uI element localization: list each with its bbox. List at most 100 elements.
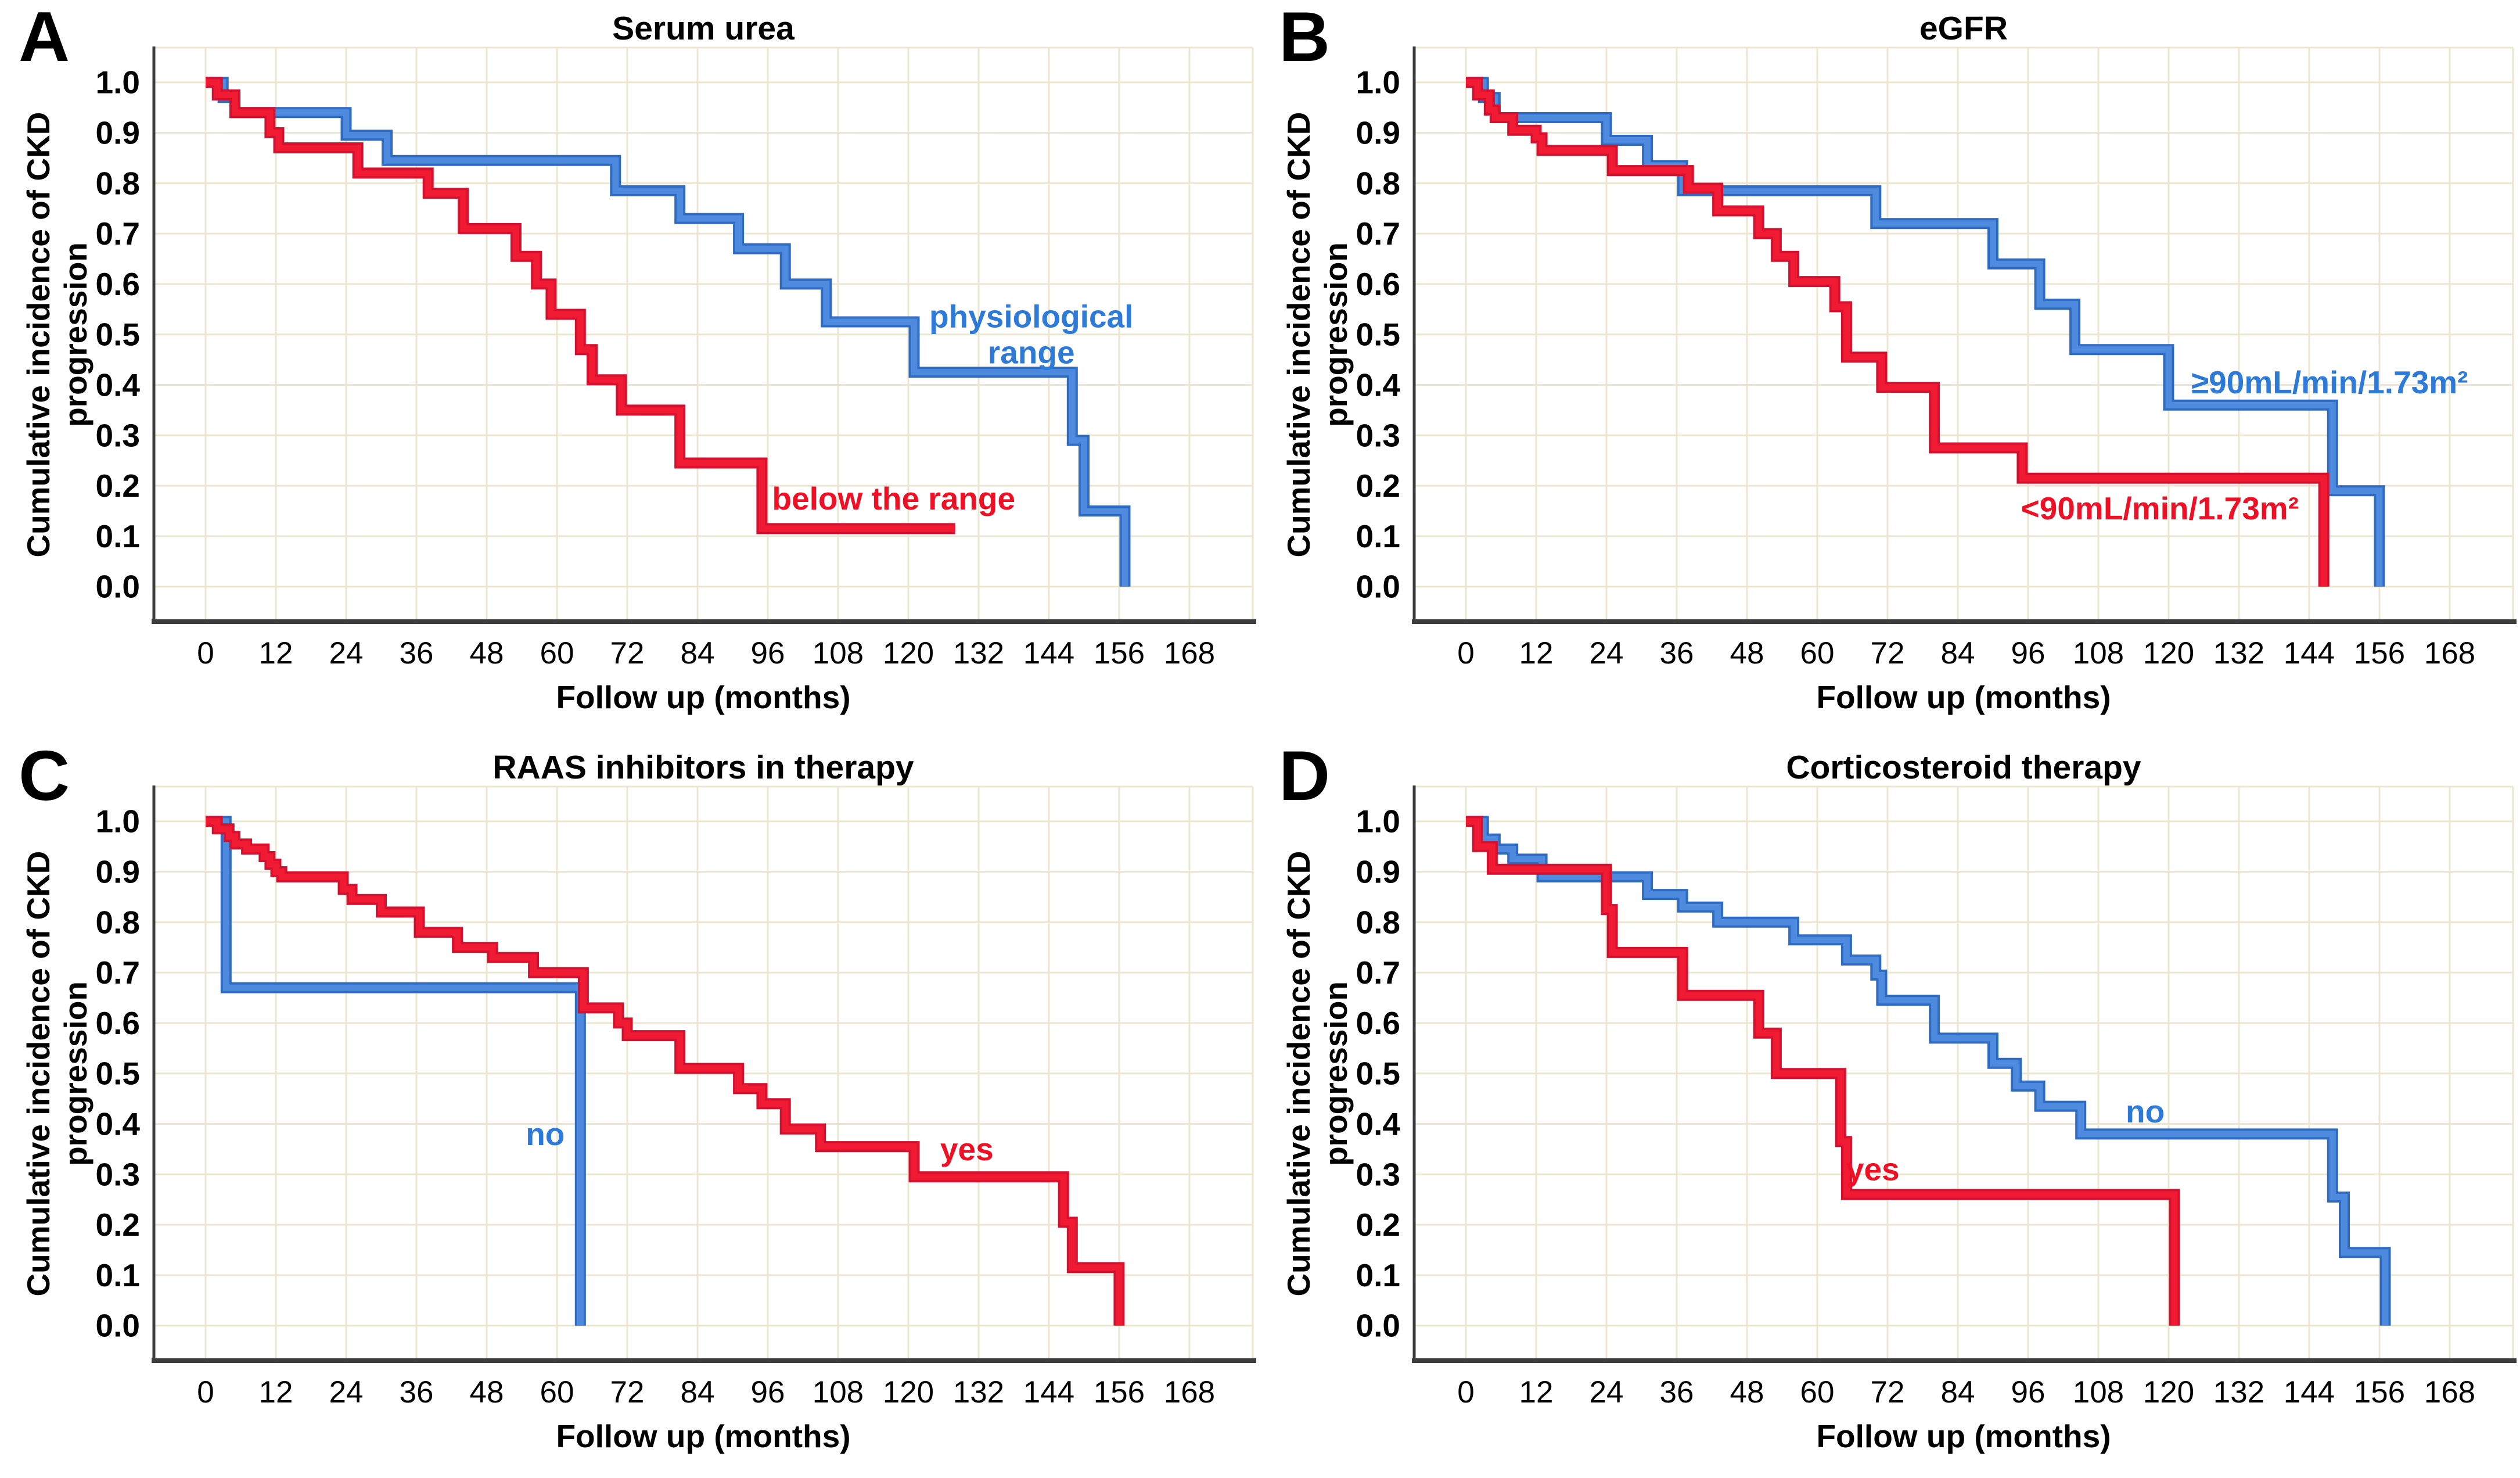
curve-red xyxy=(1466,79,2327,587)
y-tick-label: 0.3 xyxy=(1356,1156,1400,1192)
x-tick-label: 48 xyxy=(1730,1375,1764,1409)
x-tick-label: 12 xyxy=(1519,636,1554,670)
x-axis-label: Follow up (months) xyxy=(556,679,851,715)
x-tick-label: 36 xyxy=(400,636,434,670)
x-tick-label: 48 xyxy=(470,1375,504,1409)
curve-blue xyxy=(1466,818,2389,1326)
x-tick-label: 144 xyxy=(1023,636,1074,670)
plot-area-corticosteroid: 0 12 24 36 48 60 72 84 96 108 120 132 144 156 168 0.0 0.… xyxy=(1356,785,2517,1409)
x-tick-label: 36 xyxy=(1660,636,1694,670)
curve-red xyxy=(206,818,1123,1326)
panel-title-egfr: eGFR xyxy=(1919,10,2008,47)
x-tick-label: 48 xyxy=(470,636,504,670)
x-tick-label: 0 xyxy=(197,636,214,670)
y-tick-label: 0.7 xyxy=(96,955,140,991)
x-tick-label: 168 xyxy=(2424,1375,2475,1409)
x-tick-label: 108 xyxy=(813,1375,864,1409)
x-tick-label: 84 xyxy=(1940,636,1975,670)
x-tick-label: 48 xyxy=(1730,636,1764,670)
y-tick-label: 0.1 xyxy=(96,1257,140,1293)
curve-red xyxy=(1466,818,2178,1326)
x-tick-label: 60 xyxy=(540,636,574,670)
x-tick-label: 24 xyxy=(329,636,364,670)
y-tick-label: 0.2 xyxy=(1356,468,1400,504)
curve-red xyxy=(206,79,955,532)
panel-letter-b: B xyxy=(1279,0,1331,76)
y-tick-label: 0.7 xyxy=(96,216,140,252)
panel-corticosteroid: 0 12 24 36 48 60 72 84 96 108 120 132 144 156 168 0.0 0.… xyxy=(1260,739,2520,1478)
plot-area-egfr: 0 12 24 36 48 60 72 84 96 108 120 132 144 156 168 0.0 0.… xyxy=(1356,46,2517,670)
y-tick-label: 0.0 xyxy=(1356,1308,1400,1344)
y-tick-label: 0.6 xyxy=(96,266,140,302)
panel-letter-c: C xyxy=(19,736,70,815)
y-tick-label: 0.5 xyxy=(96,317,140,353)
y-tick-label: 0.9 xyxy=(1356,854,1400,890)
panel-title-raas: RAAS inhibitors in therapy xyxy=(493,749,914,786)
y-tick-label: 1.0 xyxy=(1356,803,1400,840)
plot-area-serum-urea: 0 12 24 36 48 60 72 84 96 108 120 132 144 156 168 0.0 0.… xyxy=(96,46,1256,670)
x-tick-label: 168 xyxy=(1164,636,1215,670)
y-tick-label: 0.8 xyxy=(1356,165,1400,201)
x-tick-label: 132 xyxy=(953,636,1004,670)
x-axis-label: Follow up (months) xyxy=(1816,679,2111,715)
series-label-blue: range xyxy=(988,335,1075,371)
y-tick-label: 0.5 xyxy=(1356,1056,1400,1092)
x-tick-label: 168 xyxy=(2424,636,2475,670)
x-tick-label: 24 xyxy=(329,1375,364,1409)
y-tick-label: 1.0 xyxy=(96,803,140,840)
panel-letter-d: D xyxy=(1279,736,1331,815)
x-tick-label: 72 xyxy=(610,636,644,670)
x-tick-label: 12 xyxy=(259,636,293,670)
y-tick-label: 1.0 xyxy=(1356,64,1400,101)
panel-letter-a: A xyxy=(19,0,70,76)
y-axis-label: Cumulative incidence of CKD progression xyxy=(20,112,94,558)
y-tick-label: 0.5 xyxy=(96,1056,140,1092)
series-label-red: <90mL/min/1.73m² xyxy=(2021,490,2299,526)
x-tick-label: 132 xyxy=(2213,636,2264,670)
y-tick-label: 0.7 xyxy=(1356,216,1400,252)
y-tick-label: 0.8 xyxy=(96,165,140,201)
x-tick-label: 96 xyxy=(2011,636,2045,670)
x-axis-label: Follow up (months) xyxy=(1816,1418,2111,1454)
x-tick-label: 84 xyxy=(1940,1375,1975,1409)
y-axis-label: Cumulative incidence of CKD progression xyxy=(1281,112,1354,558)
x-tick-label: 120 xyxy=(883,636,934,670)
x-tick-label: 36 xyxy=(1660,1375,1694,1409)
y-tick-label: 0.9 xyxy=(96,115,140,151)
x-tick-label: 60 xyxy=(540,1375,574,1409)
x-tick-label: 24 xyxy=(1590,636,1624,670)
series-label-red: yes xyxy=(1846,1151,1900,1188)
y-tick-label: 0.6 xyxy=(96,1005,140,1041)
y-tick-label: 0.8 xyxy=(96,904,140,940)
panel-raas-inhibitors: 0 12 24 36 48 60 72 84 96 108 120 132 144 156 168 0.0 0.… xyxy=(0,739,1260,1478)
x-tick-label: 84 xyxy=(680,1375,714,1409)
x-tick-label: 144 xyxy=(1023,1375,1074,1409)
series-label-blue: no xyxy=(526,1116,565,1152)
panel-serum-urea: 0 12 24 36 48 60 72 84 96 108 120 132 144 156 168 0.0 0.… xyxy=(0,0,1260,739)
y-axis-label: Cumulative incidence of CKD progression xyxy=(20,851,94,1297)
y-tick-label: 0.3 xyxy=(96,1156,140,1192)
series-label-blue: no xyxy=(2126,1093,2165,1129)
y-tick-label: 0.4 xyxy=(96,1106,141,1142)
x-tick-label: 168 xyxy=(1164,1375,1215,1409)
x-tick-label: 108 xyxy=(2073,636,2124,670)
y-tick-label: 0.8 xyxy=(1356,904,1400,940)
x-tick-label: 96 xyxy=(750,1375,785,1409)
plot-area-raas: 0 12 24 36 48 60 72 84 96 108 120 132 144 156 168 0.0 0.… xyxy=(96,785,1256,1409)
y-tick-label: 0.3 xyxy=(1356,417,1400,453)
x-tick-label: 84 xyxy=(680,636,714,670)
x-tick-label: 60 xyxy=(1800,636,1835,670)
x-tick-label: 72 xyxy=(1870,636,1904,670)
x-tick-label: 132 xyxy=(2213,1375,2264,1409)
x-tick-label: 60 xyxy=(1800,1375,1835,1409)
x-tick-label: 156 xyxy=(2354,1375,2405,1409)
y-tick-label: 0.5 xyxy=(1356,317,1400,353)
y-tick-label: 0.9 xyxy=(1356,115,1400,151)
x-tick-label: 120 xyxy=(2143,1375,2194,1409)
x-tick-label: 96 xyxy=(2011,1375,2045,1409)
y-tick-label: 0.1 xyxy=(1356,518,1400,554)
panel-title-serum-urea: Serum urea xyxy=(612,10,795,47)
x-tick-label: 72 xyxy=(610,1375,644,1409)
series-label-blue: ≥90mL/min/1.73m² xyxy=(2191,364,2468,400)
